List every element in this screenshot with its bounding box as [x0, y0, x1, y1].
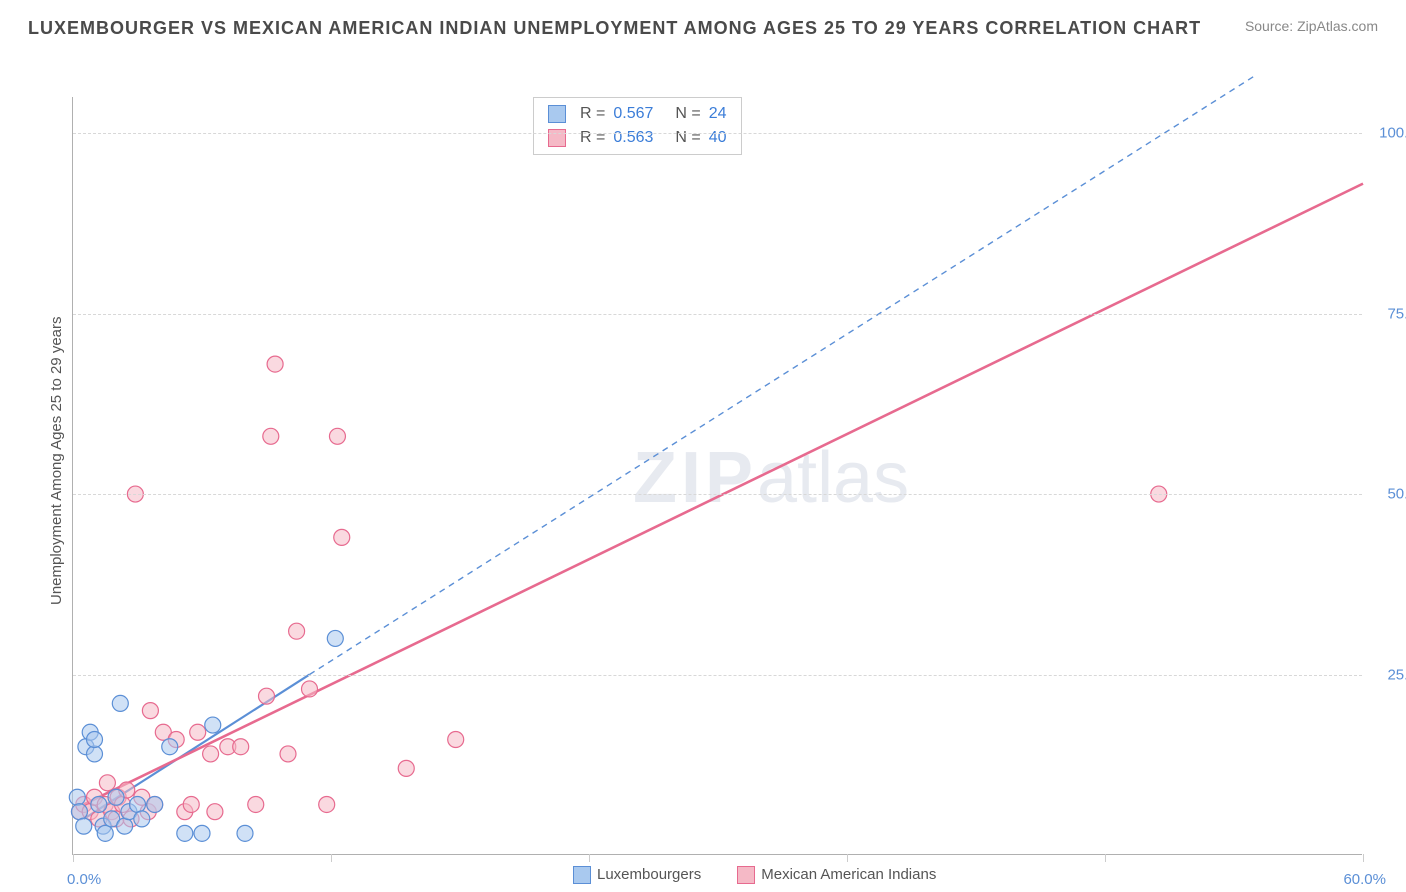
- plot-area: ZIPatlas R = 0.567 N = 24 R = 0.563 N = …: [72, 97, 1362, 855]
- scatter-point-lux: [177, 825, 193, 841]
- scatter-point-lux: [205, 717, 221, 733]
- scatter-point-mex: [259, 688, 275, 704]
- stat-row-mex: R = 0.563 N = 40: [548, 126, 727, 150]
- x-tick-label: 60.0%: [1343, 871, 1386, 888]
- scatter-point-mex: [319, 796, 335, 812]
- series-legend: Luxembourgers Mexican American Indians: [573, 866, 936, 884]
- scatter-point-mex: [302, 681, 318, 697]
- stat-r-lux: 0.567: [613, 102, 653, 126]
- scatter-point-lux: [117, 818, 133, 834]
- grid-line: [73, 133, 1362, 134]
- scatter-point-mex: [233, 739, 249, 755]
- scatter-point-lux: [91, 796, 107, 812]
- scatter-point-lux: [237, 825, 253, 841]
- scatter-point-lux: [147, 796, 163, 812]
- scatter-point-mex: [99, 775, 115, 791]
- correlation-stat-box: R = 0.567 N = 24 R = 0.563 N = 40: [533, 97, 742, 155]
- scatter-point-mex: [203, 746, 219, 762]
- scatter-point-lux: [112, 695, 128, 711]
- stat-n-label: N =: [675, 126, 700, 150]
- scatter-point-mex: [334, 529, 350, 545]
- source-prefix: Source:: [1245, 18, 1297, 34]
- stat-r-mex: 0.563: [613, 126, 653, 150]
- legend-item-lux: Luxembourgers: [573, 866, 701, 884]
- legend-label-lux: Luxembourgers: [597, 866, 701, 883]
- x-tick: [73, 854, 74, 862]
- chart-header: LUXEMBOURGER VS MEXICAN AMERICAN INDIAN …: [0, 0, 1406, 45]
- swatch-lux-icon: [573, 866, 591, 884]
- scatter-point-mex: [207, 804, 223, 820]
- scatter-point-mex: [183, 796, 199, 812]
- scatter-point-mex: [289, 623, 305, 639]
- scatter-point-mex: [448, 731, 464, 747]
- grid-line: [73, 675, 1362, 676]
- y-tick-label: 50.0%: [1387, 486, 1406, 503]
- scatter-point-mex: [248, 796, 264, 812]
- scatter-point-mex: [398, 760, 414, 776]
- y-tick-label: 25.0%: [1387, 666, 1406, 683]
- scatter-point-mex: [142, 703, 158, 719]
- legend-item-mex: Mexican American Indians: [737, 866, 936, 884]
- stat-n-lux: 24: [709, 102, 727, 126]
- x-tick: [847, 854, 848, 862]
- scatter-point-mex: [263, 428, 279, 444]
- x-tick: [1363, 854, 1364, 862]
- stat-n-mex: 40: [709, 126, 727, 150]
- scatter-point-lux: [76, 818, 92, 834]
- scatter-point-mex: [267, 356, 283, 372]
- swatch-mex-icon: [548, 129, 566, 147]
- swatch-lux-icon: [548, 105, 566, 123]
- scatter-points-layer: [73, 97, 1363, 855]
- scatter-point-lux: [71, 804, 87, 820]
- grid-line: [73, 314, 1362, 315]
- scatter-point-lux: [87, 746, 103, 762]
- y-tick-label: 100.0%: [1379, 125, 1406, 142]
- y-tick-label: 75.0%: [1387, 305, 1406, 322]
- stat-r-label: R =: [580, 102, 605, 126]
- y-axis-label: Unemployment Among Ages 25 to 29 years: [48, 316, 65, 605]
- stat-row-lux: R = 0.567 N = 24: [548, 102, 727, 126]
- scatter-point-lux: [69, 789, 85, 805]
- scatter-point-lux: [162, 739, 178, 755]
- x-tick: [1105, 854, 1106, 862]
- source-attribution: Source: ZipAtlas.com: [1245, 18, 1378, 34]
- scatter-point-lux: [134, 811, 150, 827]
- scatter-point-lux: [130, 796, 146, 812]
- scatter-point-lux: [327, 630, 343, 646]
- x-tick: [589, 854, 590, 862]
- x-tick: [331, 854, 332, 862]
- scatter-point-lux: [97, 825, 113, 841]
- stat-n-label: N =: [675, 102, 700, 126]
- swatch-mex-icon: [737, 866, 755, 884]
- x-tick-label: 0.0%: [67, 871, 101, 888]
- chart-title: LUXEMBOURGER VS MEXICAN AMERICAN INDIAN …: [28, 18, 1201, 39]
- grid-line: [73, 494, 1362, 495]
- scatter-point-lux: [194, 825, 210, 841]
- stat-r-label: R =: [580, 126, 605, 150]
- legend-label-mex: Mexican American Indians: [761, 866, 936, 883]
- source-name: ZipAtlas.com: [1297, 18, 1378, 34]
- scatter-point-mex: [280, 746, 296, 762]
- scatter-point-lux: [87, 731, 103, 747]
- scatter-point-lux: [108, 789, 124, 805]
- scatter-point-mex: [329, 428, 345, 444]
- scatter-point-mex: [190, 724, 206, 740]
